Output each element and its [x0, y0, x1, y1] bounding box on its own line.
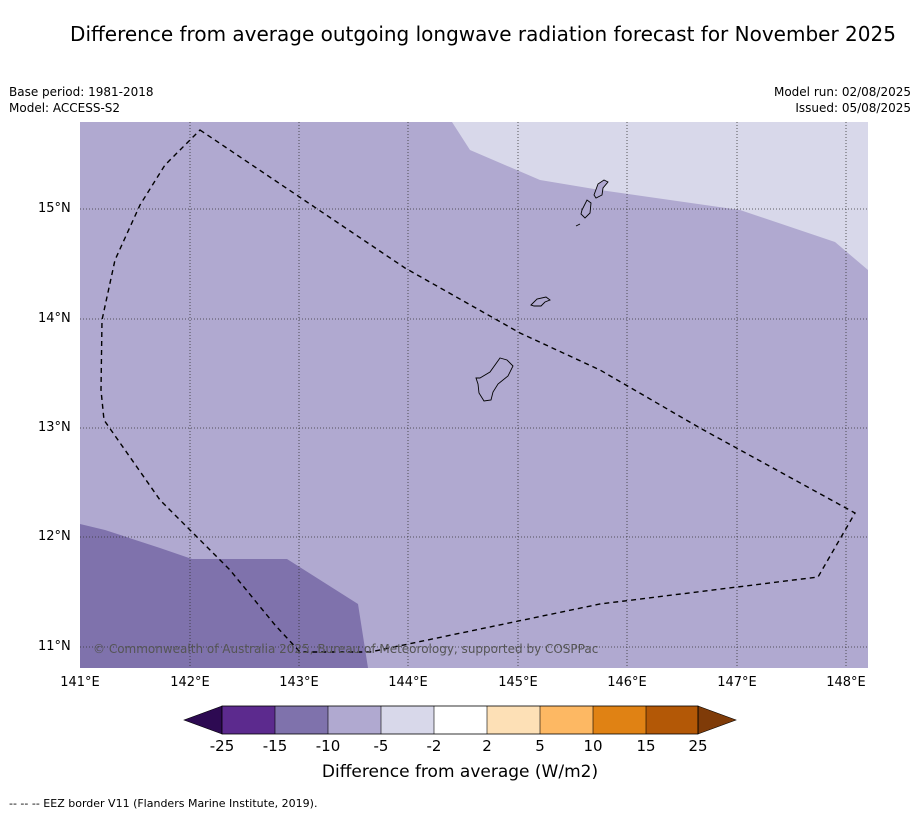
tinian-island [580, 199, 592, 219]
colorbar-tick: 10 [583, 737, 603, 755]
colorbar-label: Difference from average (W/m2) [321, 762, 599, 782]
aguijan-island [575, 223, 581, 227]
lon-label: 141°E [60, 675, 100, 690]
eez-border [100, 129, 856, 653]
map-title: Difference from average outgoing longwav… [70, 22, 896, 46]
guam-island [475, 357, 514, 402]
colorbar-tick: 25 [688, 737, 708, 755]
lon-label: 143°E [279, 675, 319, 690]
lon-label: 146°E [607, 675, 647, 690]
info-left: Base period: 1981-2018 Model: ACCESS-S2 [9, 84, 154, 116]
colorbar-bin [487, 706, 540, 734]
colorbar-bin [434, 706, 487, 734]
colorbar-tick: -10 [315, 737, 341, 755]
copyright-text: © Commonwealth of Australia 2025, Bureau… [93, 642, 599, 656]
rota-island [530, 296, 551, 307]
anomaly-region-dark [80, 524, 368, 668]
colorbar-high-extend [697, 705, 737, 735]
model-run-text: Model run: 02/08/2025 [773, 85, 911, 99]
lon-label: 148°E [826, 675, 866, 690]
colorbar-bin [646, 706, 698, 734]
colorbar-bin [222, 706, 275, 734]
colorbar-tick: 5 [535, 737, 545, 755]
colorbar-bin [275, 706, 328, 734]
gridlines [80, 122, 868, 668]
colorbar-bin [381, 706, 434, 734]
lon-label: 142°E [170, 675, 210, 690]
islands [475, 179, 609, 402]
info-right: Model run: 02/08/2025 Issued: 05/08/2025 [774, 84, 911, 116]
colorbar-bin [540, 706, 593, 734]
colorbar-low-extend [183, 705, 223, 735]
colorbar-tick: 15 [636, 737, 656, 755]
colorbar-tick: 2 [482, 737, 492, 755]
colorbar-outline [221, 705, 699, 735]
saipan-island [593, 179, 609, 199]
lat-label: 15°N [38, 201, 71, 216]
lon-label: 145°E [498, 675, 538, 690]
model-text: Model: ACCESS-S2 [9, 101, 121, 115]
colorbar-tick: -2 [426, 737, 442, 755]
colorbar-bin [328, 706, 381, 734]
lon-label: 144°E [388, 675, 428, 690]
base-period-text: Base period: 1981-2018 [9, 85, 154, 99]
lat-label: 14°N [38, 311, 71, 326]
colorbar-bin [593, 706, 646, 734]
lat-label: 12°N [38, 529, 71, 544]
colorbar-tick: -5 [373, 737, 389, 755]
lon-label: 147°E [717, 675, 757, 690]
colorbar-tick: -15 [262, 737, 288, 755]
lat-label: 13°N [38, 420, 71, 435]
anomaly-region-light [452, 122, 868, 270]
eez-legend-text: -- -- -- EEZ border V11 (Flanders Marine… [9, 797, 318, 810]
issued-text: Issued: 05/08/2025 [795, 101, 911, 115]
colorbar [183, 705, 737, 735]
lat-label: 11°N [38, 639, 71, 654]
colorbar-tick: -25 [209, 737, 235, 755]
